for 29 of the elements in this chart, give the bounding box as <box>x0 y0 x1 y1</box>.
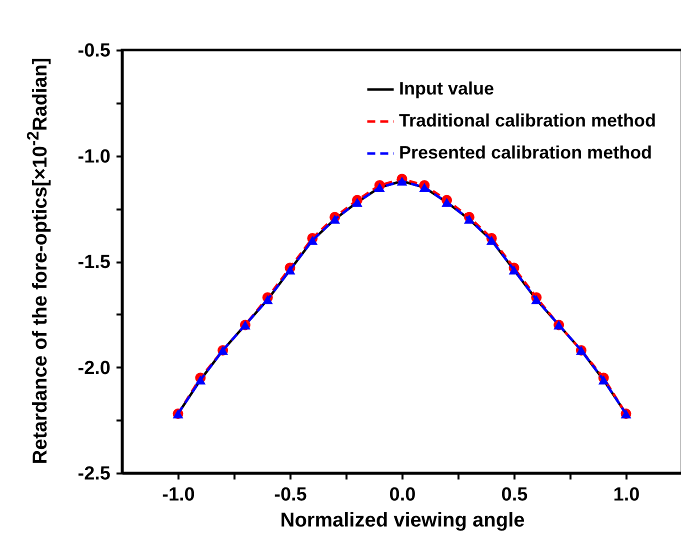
x-tick-label: 1.0 <box>613 484 640 506</box>
y-tick-label: -1.5 <box>78 252 111 273</box>
point <box>531 295 542 304</box>
y-tick-label: -2.5 <box>78 464 111 484</box>
x-tick-label: 0.0 <box>389 484 416 506</box>
point <box>486 236 497 245</box>
point <box>195 375 206 384</box>
y-tick-label: -0.5 <box>78 40 111 62</box>
point <box>374 182 385 192</box>
point <box>508 265 520 274</box>
legend-label: Presented calibration method <box>399 142 652 162</box>
point <box>352 198 362 207</box>
x-tick-label: -0.5 <box>274 484 308 506</box>
legend-label: Traditional calibration method <box>399 110 656 130</box>
point <box>330 214 340 224</box>
point <box>464 214 474 224</box>
point <box>396 176 408 186</box>
point <box>419 182 430 192</box>
x-tick-label: 0.5 <box>501 484 528 506</box>
x-axis-title: Normalized viewing angle <box>280 510 525 532</box>
point <box>442 198 452 207</box>
point <box>284 265 296 274</box>
x-tick-label: -1.0 <box>162 484 195 506</box>
y-tick-label: -2.0 <box>78 358 110 379</box>
legend-label: Input value <box>399 78 494 98</box>
point <box>307 236 318 245</box>
point <box>598 375 609 384</box>
y-tick-label: -1.0 <box>78 146 110 168</box>
point <box>262 295 273 304</box>
